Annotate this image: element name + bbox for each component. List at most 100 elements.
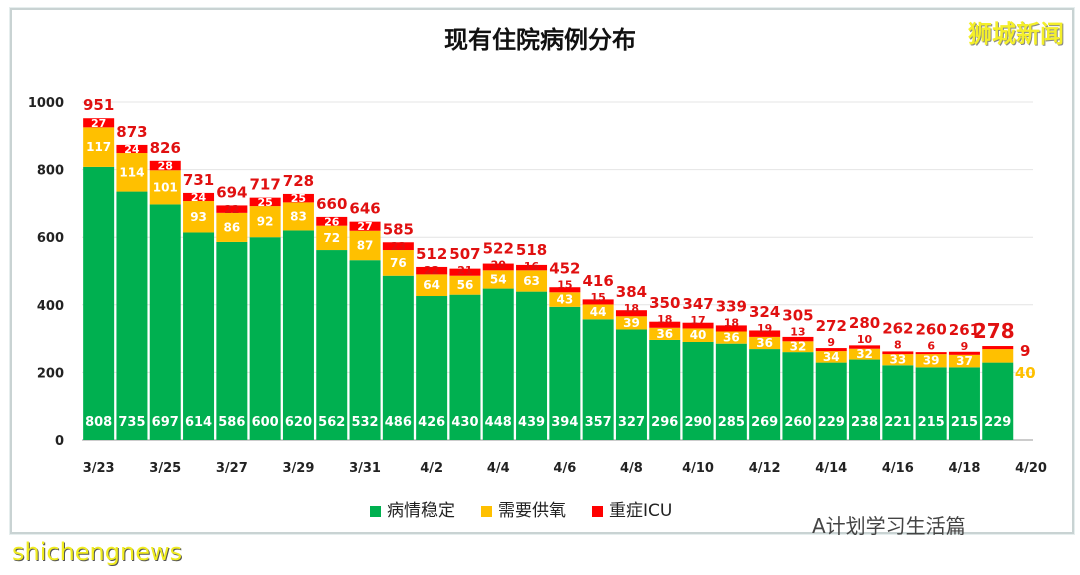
data-label: 269 <box>751 415 778 430</box>
data-label: 64 <box>423 278 440 292</box>
bar-icu <box>149 160 181 171</box>
data-label: 27 <box>91 117 106 130</box>
bar-icu <box>815 348 847 352</box>
data-label: 221 <box>884 415 911 430</box>
total-label: 728 <box>283 172 314 190</box>
legend-label: 需要供氧 <box>498 501 566 521</box>
account-watermark: A计划学习生活篇 <box>812 514 966 538</box>
y-tick-label: 0 <box>55 434 64 449</box>
data-label: 36 <box>756 336 773 350</box>
total-label: 384 <box>616 283 647 301</box>
total-label: 416 <box>582 272 613 290</box>
data-label: 76 <box>390 256 407 270</box>
bar-oxygen <box>948 354 980 368</box>
data-label: 327 <box>618 415 645 430</box>
bar-icu <box>183 192 215 202</box>
x-tick-label: 3/25 <box>149 461 181 476</box>
data-label: 18 <box>724 317 739 330</box>
watermark: shichengnews <box>12 538 183 566</box>
bar-icu <box>715 325 747 332</box>
data-label: 18 <box>657 313 672 326</box>
bar-icu <box>982 346 1014 350</box>
total-label: 305 <box>782 307 813 325</box>
data-label: 448 <box>485 415 512 430</box>
bar-stable <box>516 291 548 440</box>
bar-icu <box>216 205 248 213</box>
bar-icu <box>948 351 980 355</box>
bar-icu <box>116 144 148 154</box>
total-label: 260 <box>915 321 946 339</box>
data-label: 32 <box>856 347 873 361</box>
data-label: 426 <box>418 415 445 430</box>
total-label: 272 <box>816 317 847 335</box>
bar-stable <box>316 250 348 440</box>
data-label: 32 <box>790 340 807 354</box>
bar-icu <box>549 287 581 293</box>
bar-stable <box>549 306 581 440</box>
data-label: 25 <box>291 192 306 205</box>
data-label: 620 <box>285 415 312 430</box>
data-label: 229 <box>818 415 845 430</box>
data-label: 430 <box>451 415 478 430</box>
data-label: 486 <box>385 415 412 430</box>
data-label: 92 <box>257 215 274 229</box>
x-tick-label: 3/23 <box>83 461 115 476</box>
data-label: 63 <box>523 274 540 288</box>
bar-oxygen <box>449 275 481 295</box>
data-label: 6 <box>927 340 935 353</box>
bar-icu <box>316 216 348 226</box>
total-label: 262 <box>882 320 913 338</box>
bar-stable <box>249 237 281 440</box>
bar-icu <box>615 310 647 317</box>
bar-stable <box>482 288 514 440</box>
data-label: 83 <box>290 209 307 223</box>
bar-oxygen <box>83 127 115 167</box>
y-tick-label: 1000 <box>28 96 64 111</box>
data-label: 39 <box>923 354 940 368</box>
total-label: 694 <box>216 183 247 201</box>
bar-stable <box>582 319 614 440</box>
x-tick-label: 4/20 <box>1015 461 1047 476</box>
bar-oxygen <box>516 270 548 292</box>
bar-stable <box>216 241 248 440</box>
data-label: 229 <box>984 415 1011 430</box>
data-label: 15 <box>590 291 605 304</box>
data-label: 8 <box>894 339 902 352</box>
bar-stable <box>715 343 747 440</box>
bar-stable <box>948 367 980 440</box>
data-label: 37 <box>956 354 973 368</box>
logo: 狮城新闻 <box>968 20 1064 48</box>
total-label: 717 <box>249 176 280 194</box>
bar-oxygen <box>316 225 348 251</box>
bar-icu <box>416 266 448 275</box>
total-label: 731 <box>183 171 214 189</box>
data-label: 735 <box>118 415 145 430</box>
bar-stable <box>349 260 381 440</box>
data-label: 9 <box>961 340 969 353</box>
data-label: 117 <box>86 140 111 154</box>
total-label: 585 <box>383 220 414 238</box>
data-label: 296 <box>651 415 678 430</box>
legend-label: 重症ICU <box>609 501 673 521</box>
bar-icu <box>915 352 947 355</box>
data-label: 24 <box>191 191 207 204</box>
data-label: 27 <box>357 220 372 233</box>
data-label: 33 <box>889 353 906 367</box>
chart-frame <box>10 8 1074 534</box>
data-label: 22 <box>224 203 239 216</box>
bar-icu <box>649 321 681 328</box>
bar-stable <box>83 166 115 440</box>
bar-oxygen <box>815 351 847 363</box>
data-label: 23 <box>391 240 406 253</box>
bar-icu <box>449 268 481 276</box>
bar-icu <box>582 299 614 305</box>
data-label: 9 <box>827 336 835 349</box>
total-label: 261 <box>949 321 980 339</box>
data-label: 36 <box>656 327 673 341</box>
data-label: 532 <box>351 415 378 430</box>
data-label: 697 <box>152 415 179 430</box>
data-label: 101 <box>153 180 178 194</box>
bar-stable <box>749 349 781 440</box>
total-label: 522 <box>483 239 514 257</box>
